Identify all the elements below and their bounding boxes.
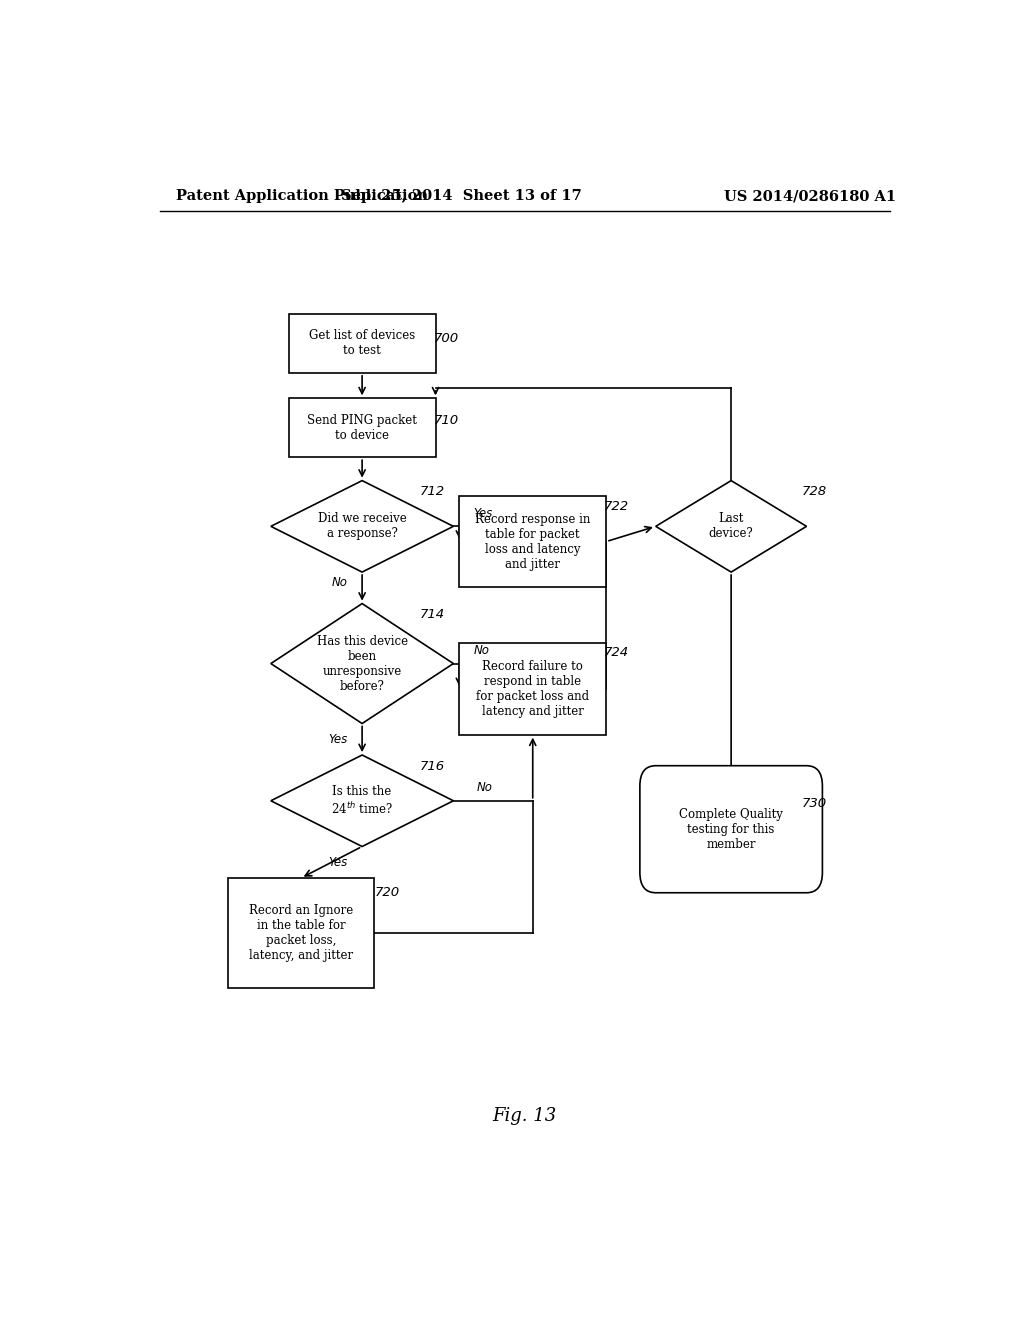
Text: Yes: Yes bbox=[473, 507, 493, 520]
Text: Is this the
24$^{th}$ time?: Is this the 24$^{th}$ time? bbox=[331, 785, 393, 817]
Polygon shape bbox=[270, 755, 454, 846]
Text: Record response in
table for packet
loss and latency
and jitter: Record response in table for packet loss… bbox=[475, 512, 591, 570]
Text: 722: 722 bbox=[604, 499, 630, 512]
FancyBboxPatch shape bbox=[460, 643, 606, 735]
Text: 714: 714 bbox=[420, 609, 445, 622]
Text: Yes: Yes bbox=[329, 733, 348, 746]
Text: Send PING packet
to device: Send PING packet to device bbox=[307, 413, 417, 442]
Text: 712: 712 bbox=[420, 486, 445, 498]
FancyBboxPatch shape bbox=[227, 878, 375, 987]
Text: 710: 710 bbox=[433, 414, 459, 428]
Text: Fig. 13: Fig. 13 bbox=[493, 1107, 557, 1125]
Text: 730: 730 bbox=[802, 797, 827, 810]
Text: Complete Quality
testing for this
member: Complete Quality testing for this member bbox=[679, 808, 783, 850]
FancyBboxPatch shape bbox=[460, 496, 606, 587]
Text: 724: 724 bbox=[604, 645, 630, 659]
FancyBboxPatch shape bbox=[289, 314, 435, 372]
Text: 716: 716 bbox=[420, 760, 445, 772]
Text: Last
device?: Last device? bbox=[709, 512, 754, 540]
Text: Get list of devices
to test: Get list of devices to test bbox=[309, 330, 416, 358]
Polygon shape bbox=[270, 603, 454, 723]
Text: No: No bbox=[477, 781, 494, 795]
Text: Yes: Yes bbox=[329, 855, 348, 869]
Text: Record an Ignore
in the table for
packet loss,
latency, and jitter: Record an Ignore in the table for packet… bbox=[249, 904, 353, 962]
Text: No: No bbox=[332, 577, 348, 589]
Polygon shape bbox=[655, 480, 807, 572]
Text: 728: 728 bbox=[802, 486, 827, 498]
FancyBboxPatch shape bbox=[640, 766, 822, 892]
Text: Has this device
been
unresponsive
before?: Has this device been unresponsive before… bbox=[316, 635, 408, 693]
Text: Did we receive
a response?: Did we receive a response? bbox=[317, 512, 407, 540]
Polygon shape bbox=[270, 480, 454, 572]
Text: Patent Application Publication: Patent Application Publication bbox=[176, 189, 428, 203]
Text: Sep. 25, 2014  Sheet 13 of 17: Sep. 25, 2014 Sheet 13 of 17 bbox=[341, 189, 582, 203]
Text: No: No bbox=[473, 644, 489, 657]
Text: 700: 700 bbox=[433, 331, 459, 345]
Text: US 2014/0286180 A1: US 2014/0286180 A1 bbox=[724, 189, 897, 203]
Text: 720: 720 bbox=[375, 886, 400, 899]
FancyBboxPatch shape bbox=[289, 399, 435, 457]
Text: Record failure to
respond in table
for packet loss and
latency and jitter: Record failure to respond in table for p… bbox=[476, 660, 589, 718]
